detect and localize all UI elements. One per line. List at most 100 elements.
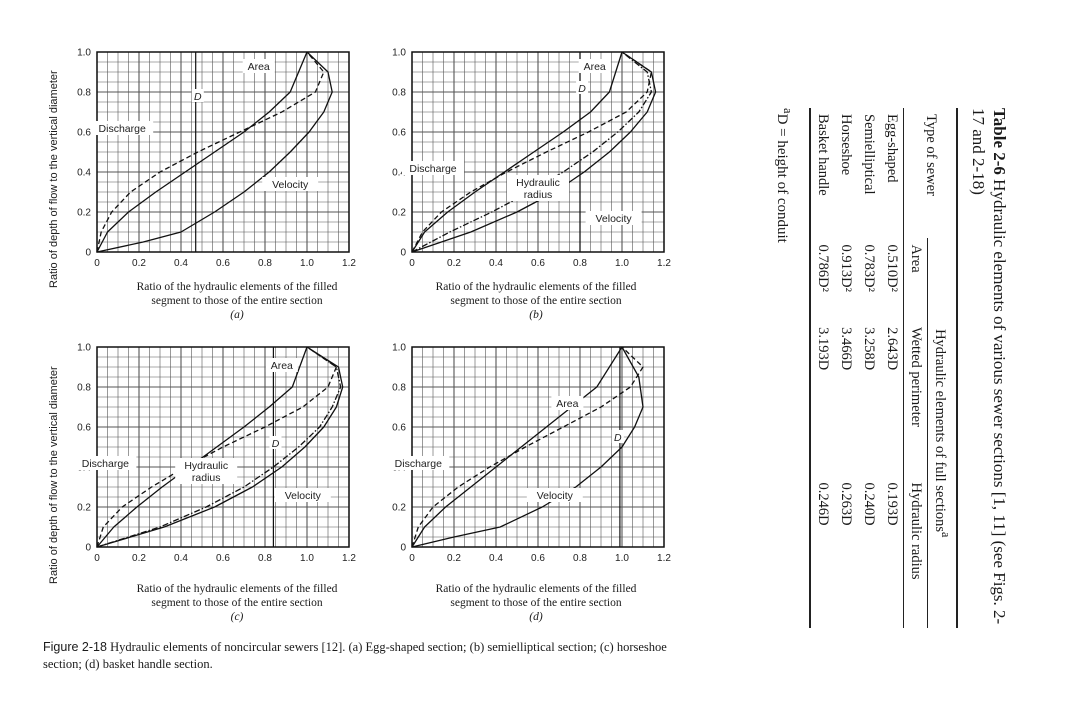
- x-tick-label: 0.8: [573, 258, 587, 269]
- curve-label: Velocity: [285, 490, 322, 502]
- panel-label-c: (c): [230, 611, 244, 623]
- x-tick-label: 1.2: [657, 553, 671, 564]
- y-tick-label: 0.4: [77, 168, 91, 179]
- y-tick-label: 0: [85, 543, 91, 554]
- cell-area: 0.786D²: [810, 238, 835, 322]
- table-2-6: Table 2-6 Hydraulic elements of various …: [720, 108, 1010, 638]
- group-header-marker: a: [939, 532, 953, 538]
- curve-label: Velocity: [537, 490, 574, 502]
- x-tick-label: 0.2: [447, 258, 461, 269]
- x-tick-label: 0: [94, 553, 100, 564]
- curve-label: Area: [584, 61, 606, 73]
- series-line-velocity: [96, 346, 344, 548]
- d-label: D: [272, 438, 280, 450]
- x-axis-label-line2: segment to those of the entire section: [151, 597, 323, 609]
- curve-label-bg: [265, 358, 298, 372]
- curve-label: Hydraulic: [516, 177, 560, 189]
- cell-type: Basket handle: [810, 108, 835, 239]
- col-header-wetted: Wetted perimeter: [903, 321, 928, 477]
- chart-c: 00.20.40.60.81.01.21.00.80.60.40.20AreaD…: [74, 343, 356, 564]
- y-tick-label: 1.0: [392, 48, 406, 59]
- d-label: D: [614, 432, 622, 444]
- x-tick-label: 0: [409, 553, 415, 564]
- curve-label: Discharge: [99, 123, 146, 135]
- x-tick-label: 1.0: [300, 553, 314, 564]
- x-axis-label-line2: segment to those of the entire section: [450, 295, 622, 307]
- x-tick-label: 1.2: [342, 258, 356, 269]
- curve-label-bg: [585, 211, 642, 225]
- x-axis-label-d: Ratio of the hydraulic elements of the f…: [371, 582, 701, 624]
- y-tick-label: 0: [85, 248, 91, 259]
- chart-panel-c: 00.20.40.60.81.01.21.00.80.60.40.20AreaD…: [45, 335, 375, 635]
- series-line-velocity: [96, 51, 333, 253]
- d-label-bg: [576, 81, 589, 94]
- y-tick-label: 0: [400, 248, 406, 259]
- hydraulic-elements-table: Type of sewer Hydraulic elements of full…: [809, 108, 958, 628]
- y-tick-label: 1.0: [77, 48, 91, 59]
- cell-area: 0.510D²: [884, 244, 901, 292]
- col-group-header: Hydraulic elements of full sectionsa: [927, 238, 957, 628]
- curve-label: Discharge: [409, 163, 456, 175]
- plot-frame: [411, 51, 665, 253]
- y-axis-label-top: Ratio of depth of flow to the vertical d…: [48, 70, 60, 288]
- panel-label-a: (a): [230, 309, 244, 321]
- x-tick-label: 0.2: [132, 258, 146, 269]
- curve-label: Velocity: [272, 179, 309, 191]
- x-tick-label: 0.6: [216, 258, 230, 269]
- chart-panel-b: 0 0.2 0.4 0.6 0.8 1.0 1.2 1.0 0.8 0.6 0.4 0.2 0 Area D…: [360, 40, 690, 340]
- y-tick-label: 0.8: [392, 383, 406, 394]
- plot-frame: [96, 346, 350, 548]
- table-number: Table 2-6: [990, 108, 1009, 175]
- y-tick-label: 0.6: [392, 128, 406, 139]
- chart-panel-a: 0 0.2 0.4 0.6 0.8 1.0 1.2 1.0 0.8 0.6 0.4 0.2 0 Area D…: [45, 40, 375, 340]
- col-header-type: Type of sewer: [903, 108, 957, 239]
- d-label-bg: [269, 436, 282, 449]
- x-axis-label-a: Ratio of the hydraulic elements of the f…: [72, 280, 402, 322]
- caption-label: Figure 2-18: [43, 640, 107, 654]
- panel-label-d: (d): [529, 611, 543, 623]
- table-footnote: aD = height of conduit: [773, 108, 795, 638]
- y-axis-label-bottom: Ratio of depth of flow to the vertical d…: [48, 366, 60, 584]
- series-line-area: [96, 346, 308, 548]
- x-tick-label: 0.6: [531, 553, 545, 564]
- y-tick-label: 0.6: [392, 423, 406, 434]
- y-tick-label: 0.2: [77, 503, 91, 514]
- x-tick-label: 0.2: [132, 553, 146, 564]
- x-tick-label: 0: [409, 258, 415, 269]
- curve-label-bg: [578, 59, 611, 73]
- cell-area: 0.913D²: [838, 244, 855, 292]
- curve-label-bg: [387, 456, 450, 470]
- panel-label-b: (b): [529, 309, 543, 321]
- grid: [96, 346, 350, 548]
- series-line-velocity: [411, 346, 644, 548]
- cell-radius: 0.193D: [884, 482, 901, 526]
- col-header-radius: Hydraulic radius: [903, 476, 928, 628]
- cell-wetted: 2.643D: [884, 327, 901, 371]
- cell-type: Horseshoe: [838, 114, 855, 176]
- table-row: Horseshoe 0.913D² 3.466D 0.263D: [834, 108, 857, 628]
- table-title-text: Hydraulic elements of various sewer sect…: [969, 108, 1009, 625]
- d-label-bg: [191, 89, 204, 102]
- d-label: D: [194, 91, 202, 103]
- y-tick-label: 0.6: [77, 128, 91, 139]
- chart-panel-d: 00.20.40.60.81.01.21.00.80.60.40.20AreaD…: [360, 335, 690, 635]
- curve-label-bg: [526, 488, 583, 502]
- x-tick-label: 1.0: [615, 258, 629, 269]
- x-tick-label: 1.2: [342, 553, 356, 564]
- cell-wetted: 3.466D: [838, 327, 855, 371]
- x-axis-label-line1: Ratio of the hydraulic elements of the f…: [435, 583, 637, 595]
- curve-label-bg: [507, 175, 569, 201]
- chart-a: 0 0.2 0.4 0.6 0.8 1.0 1.2 1.0 0.8 0.6 0.4 0.2 0 Area D…: [77, 48, 356, 270]
- curve-label-bg: [551, 396, 584, 410]
- x-tick-label: 0.4: [174, 553, 188, 564]
- d-label: D: [578, 83, 586, 95]
- y-tick-label: 0.8: [77, 383, 91, 394]
- curve-label-bg: [242, 59, 275, 73]
- x-tick-label: 0.8: [258, 258, 272, 269]
- series-line-hydraulic-radius: [411, 51, 653, 253]
- cell-radius: 0.246D: [810, 476, 835, 628]
- curve-label-bg: [402, 161, 464, 175]
- curve-label: radius: [524, 189, 553, 201]
- figure-caption: Figure 2-18 Hydraulic elements of noncir…: [43, 639, 683, 673]
- curve-label: Discharge: [395, 458, 442, 470]
